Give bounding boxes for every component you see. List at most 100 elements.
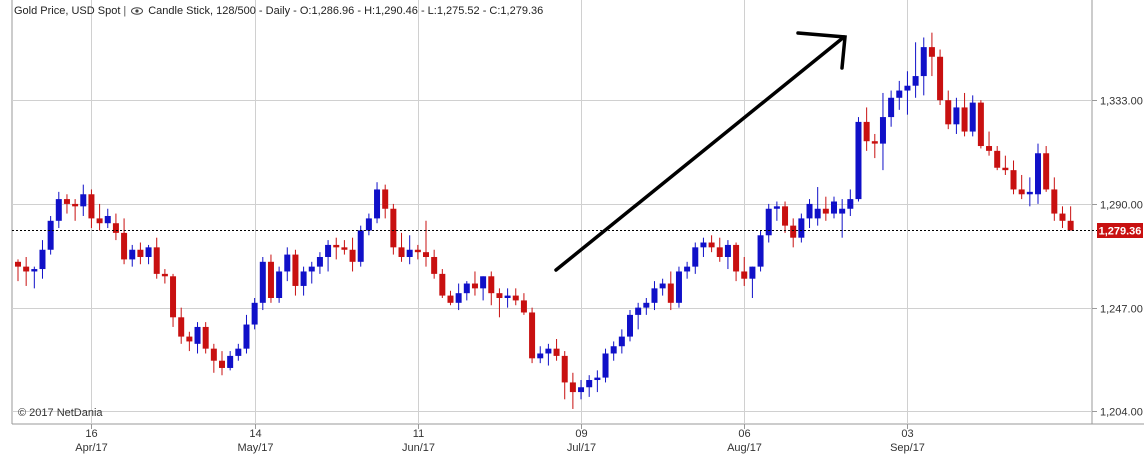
candle-body [161,273,168,277]
candle-up [227,351,234,371]
candle-down [349,237,356,272]
candle-body [529,312,536,359]
x-tick-day-label: 14 [249,428,261,440]
candle-down [202,322,209,354]
candle-up [847,189,854,216]
candle-body [716,247,723,257]
x-tick-month-label: Jul/17 [567,442,596,454]
x-tick-day-label: 09 [575,428,587,440]
candle-body [1026,191,1033,195]
candle-body [365,218,372,231]
trend-arrow-annotation [554,31,847,272]
candle-down [292,249,299,296]
candle-down [520,293,527,315]
candle-body [178,317,185,337]
candle-body [512,295,519,301]
candle-down [137,242,144,265]
candle-up [545,343,552,366]
candle-down [15,259,21,282]
y-tick-label: 1,204.00 [1100,407,1143,419]
candle-up [610,341,617,361]
candle-up [643,298,650,315]
candle-body [986,146,993,151]
candle-body [692,247,699,267]
candle-body [675,271,682,303]
candle-body [741,271,748,279]
candle-down [741,256,748,286]
candle-body [1010,170,1017,190]
candle-up [675,266,682,308]
candle-body [879,117,886,144]
candle-up [235,343,242,361]
candle-body [129,249,136,260]
candle-body [357,230,364,262]
candle-up [80,184,87,216]
candle-body [227,355,234,368]
candle-down [733,242,740,282]
candle-body [480,276,487,289]
candle-body [912,76,919,86]
candle-up [308,261,315,284]
candle-body [545,348,552,354]
candle-body [121,232,128,260]
candle-body [928,47,935,57]
candle-down [561,351,568,400]
candle-down [88,189,95,229]
eye-icon[interactable] [131,7,144,15]
candle-body [72,203,79,207]
candle-body [896,90,903,98]
candle-body [1059,213,1066,221]
candle-body [586,380,593,388]
candle-up [831,196,837,219]
candle-up [259,256,266,311]
candle-up [316,252,323,274]
candle-up [749,266,756,298]
candle-body [977,102,984,147]
candle-up [537,346,544,364]
candle-down [961,92,968,137]
candle-body [953,107,960,125]
candle-body [790,225,797,238]
candle-down [863,107,870,151]
candle-body [920,47,927,77]
candle-down [186,331,193,352]
candle-up [455,283,462,311]
y-tick-label: 1,333.00 [1100,96,1143,108]
candle-body [537,353,544,359]
candle-up [325,240,332,272]
candle-down [447,290,454,306]
candle-body [643,302,650,308]
candle-body [15,261,21,267]
candle-body [635,307,642,315]
candle-body [447,295,454,303]
candle-body [553,348,560,356]
candle-up [463,281,470,301]
candle-up [700,237,707,257]
candle-body [561,355,568,383]
candle-down [945,90,952,130]
candle-body [798,218,805,238]
candle-down [112,213,119,241]
candle-down [153,237,160,279]
x-axis: 16 Apr/17 14 May/17 11 Jun/17 09 Jul/17 06 Aug/17… [75,424,925,454]
candle-body [1035,153,1041,195]
candle-body [39,249,46,270]
candle-body [994,150,1001,168]
candle-down [178,307,185,344]
candle-down [170,273,177,327]
candle-up [374,182,381,224]
candle-body [153,247,160,274]
candle-body [316,256,323,267]
candle-body [219,360,225,368]
candle-body [374,189,381,219]
candle-up [904,71,911,115]
candle-body [1067,220,1074,231]
candle-body [618,336,625,347]
y-axis: 1,204.00 1,247.00 1,290.00 1,333.00 [1092,96,1143,419]
candle-up [145,244,152,265]
candle-body [325,244,332,257]
candle-up [618,329,625,354]
candle-body [259,261,266,303]
